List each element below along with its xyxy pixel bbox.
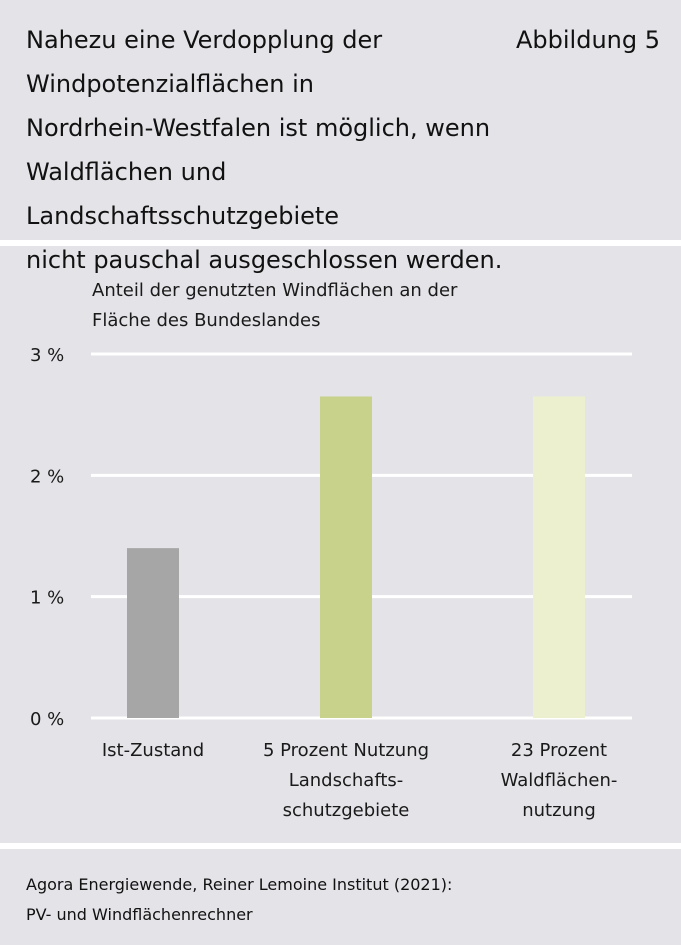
source-note: Agora Energiewende, Reiner Lemoine Insti… bbox=[26, 870, 452, 930]
x-tick-label: nutzung bbox=[522, 800, 596, 821]
x-tick-label: schutzgebiete bbox=[283, 800, 410, 821]
heading-line: Windpotenzialflächen in bbox=[26, 70, 314, 98]
chart-title-line: Fläche des Bundeslandes bbox=[92, 310, 320, 331]
bar bbox=[533, 396, 585, 718]
bar-chart: Anteil der genutzten Windflächen an der … bbox=[30, 280, 632, 821]
x-axis-labels: Ist-Zustand 5 Prozent Nutzung Landschafts-… bbox=[102, 740, 618, 821]
y-axis-ticks: 0 % 1 % 2 % 3 % bbox=[30, 345, 64, 730]
chart-title: Anteil der genutzten Windflächen an der … bbox=[92, 280, 458, 331]
divider bbox=[0, 843, 681, 849]
y-tick-label: 2 % bbox=[30, 466, 64, 487]
chart-title-line: Anteil der genutzten Windflächen an der bbox=[92, 280, 458, 301]
bar bbox=[127, 548, 179, 718]
y-tick-label: 0 % bbox=[30, 709, 64, 730]
heading-line: Waldflächen und Landschaftsschutzgebiete bbox=[26, 158, 340, 230]
bars bbox=[127, 396, 585, 718]
y-tick-label: 1 % bbox=[30, 588, 64, 609]
heading-line: nicht pauschal ausgeschlossen werden. bbox=[26, 246, 503, 274]
figure-label: Abbildung 5 bbox=[515, 26, 660, 54]
source-line: Agora Energiewende, Reiner Lemoine Insti… bbox=[26, 875, 453, 894]
heading-line: Nahezu eine Verdopplung der bbox=[26, 26, 383, 54]
x-tick-label: Waldflächen- bbox=[501, 770, 618, 791]
x-tick-label: 5 Prozent Nutzung bbox=[263, 740, 429, 761]
y-tick-label: 3 % bbox=[30, 345, 64, 366]
x-tick-label: 23 Prozent bbox=[511, 740, 607, 761]
source-line: PV- und Windflächenrechner bbox=[26, 905, 253, 924]
x-tick-label: Ist-Zustand bbox=[102, 740, 204, 761]
heading-line: Nordrhein-Westfalen ist möglich, wenn bbox=[26, 114, 491, 142]
header: Nahezu eine Verdopplung der Windpotenzia… bbox=[0, 0, 681, 274]
divider bbox=[0, 240, 681, 246]
x-tick-label: Landschafts- bbox=[289, 770, 404, 791]
chart-heading: Nahezu eine Verdopplung der Windpotenzia… bbox=[26, 18, 506, 282]
bar bbox=[320, 396, 372, 718]
